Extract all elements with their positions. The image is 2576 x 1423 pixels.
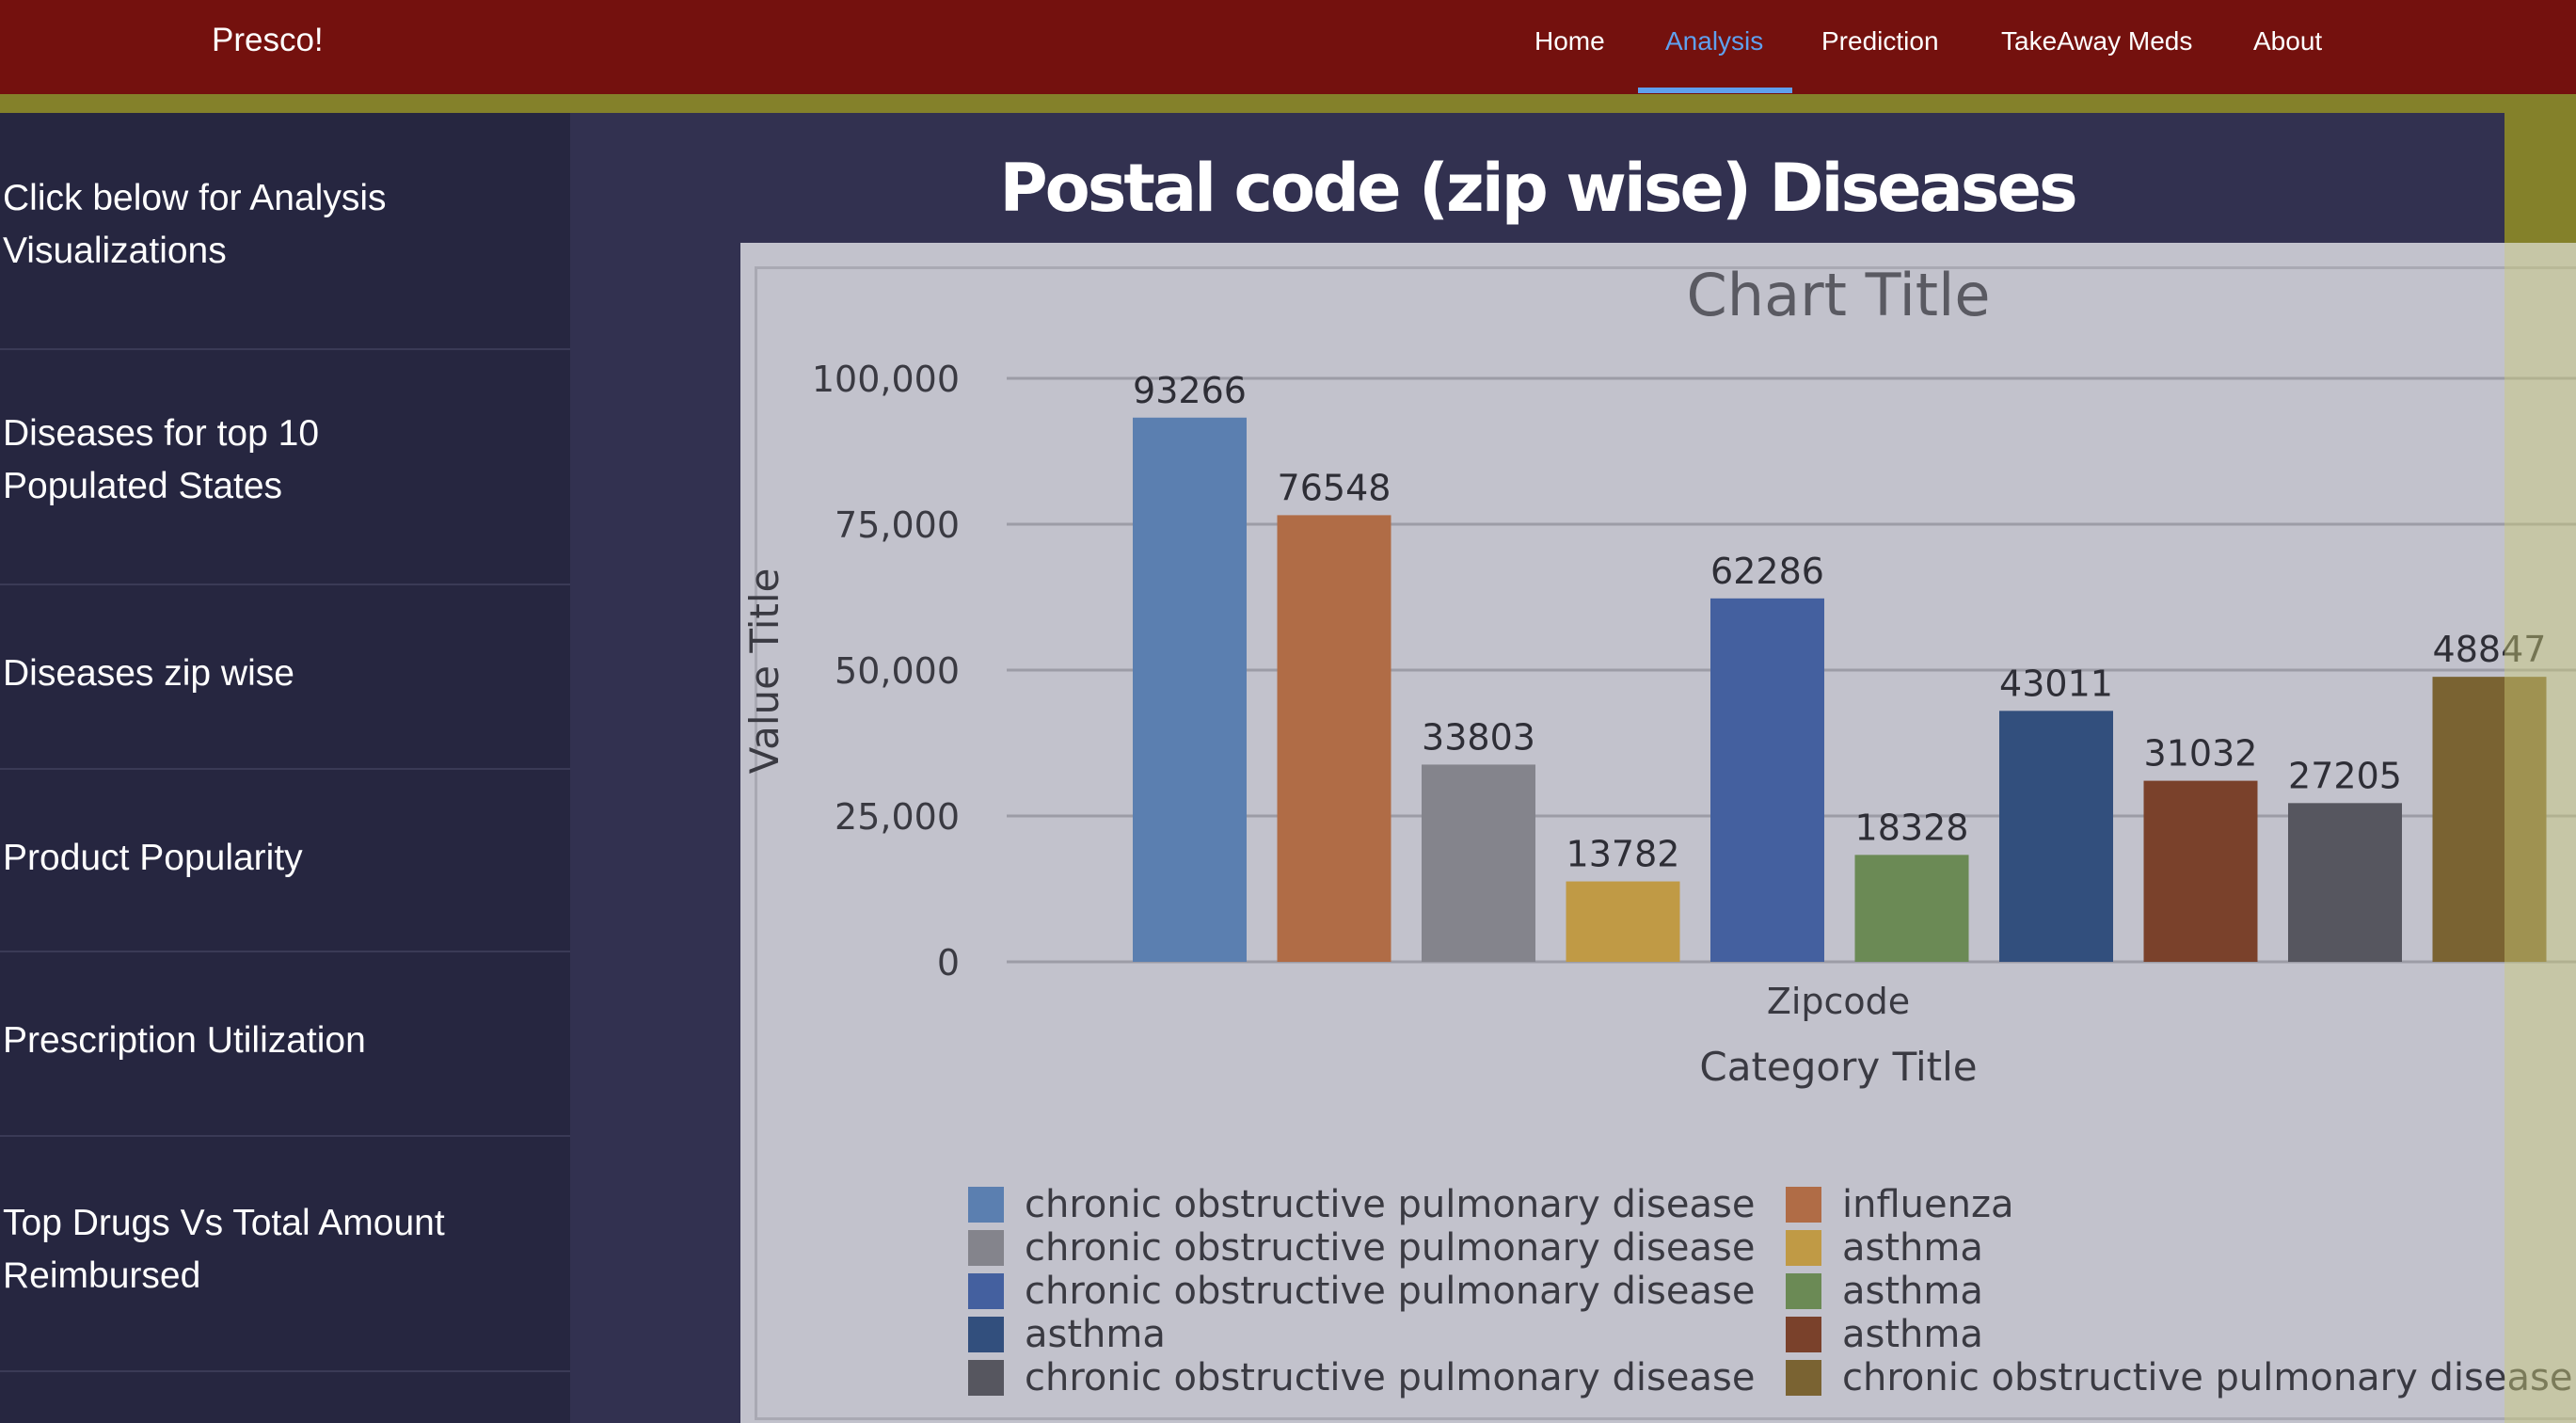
top-navbar: Presco! Home Analysis Prediction TakeAwa… [0,0,2576,94]
x-axis-title: Category Title [1699,1044,1977,1090]
sidebar: Click below for Analysis Visualizations … [0,113,570,1423]
bar [1422,764,1535,962]
bar [1133,417,1247,962]
nav-about[interactable]: About [2253,26,2323,56]
chart-panel [740,243,2576,1423]
data-label: 48847 [2433,629,2547,670]
legend-label: asthma [1025,1313,1166,1356]
nav-analysis[interactable]: Analysis [1665,26,1764,56]
right-overlay-strip [2504,243,2576,1423]
sidebar-item-product-popularity[interactable]: Product Popularity [0,770,570,952]
chart-frame [755,266,2576,1420]
data-label: 18328 [1855,807,1969,848]
page-title: Postal code (zip wise) Diseases [999,150,2077,227]
bar [1277,515,1391,962]
legend-swatch [968,1230,1004,1266]
sidebar-item-label: Populated States [3,466,283,506]
sidebar-heading-line-1: Click below for Analysis [3,178,387,218]
bar-chart: Chart Title 0 25,000 50,000 75,000 100,000 9… [741,261,2576,1399]
legend-swatch [968,1273,1004,1309]
legend-label: asthma [1842,1270,1983,1313]
sidebar-item-label: Product Popularity [3,838,303,878]
legend-label: chronic obstructive pulmonary disease [1025,1183,1755,1226]
legend-label: influenza [1842,1183,2013,1226]
y-tick-label: 50,000 [835,650,960,692]
sidebar-item-label: Top Drugs Vs Total Amount [3,1203,445,1243]
legend-swatch [968,1317,1004,1352]
legend-swatch [968,1187,1004,1223]
y-tick-label: 75,000 [835,504,960,546]
data-label: 93266 [1133,370,1247,411]
legend-label: chronic obstructive pulmonary disease [1025,1226,1755,1270]
data-label: 62286 [1710,551,1824,592]
sidebar-item-diseases-zip-wise[interactable]: Diseases zip wise [0,585,570,770]
legend-swatch [1786,1273,1821,1309]
y-tick-label: 100,000 [812,359,960,400]
sidebar-item-top-drugs-reimbursed[interactable]: Top Drugs Vs Total Amount Reimbursed [0,1137,570,1372]
legend-swatch [1786,1187,1821,1223]
legend-label: chronic obstructive pulmonary disease [1025,1356,1755,1399]
legend-swatch [1786,1360,1821,1396]
active-tab-indicator [1638,88,1792,93]
brand-logo[interactable]: Presco! [212,22,324,58]
sidebar-item-label: Prescription Utilization [3,1020,366,1061]
sidebar-item-label: Reimbursed [3,1255,201,1296]
bar [1999,711,2113,962]
y-tick-label: 25,000 [835,796,960,838]
nav-takeaway-meds[interactable]: TakeAway Meds [2001,26,2193,56]
data-label: 31032 [2144,733,2258,775]
sidebar-item-prescription-utilization[interactable]: Prescription Utilization [0,952,570,1137]
bar [2143,780,2258,962]
y-axis-title: Value Title [741,568,787,775]
nav-home[interactable]: Home [1534,26,1605,56]
y-tick-label: 0 [937,942,960,983]
bar [2288,803,2402,962]
data-label: 33803 [1422,716,1535,758]
bar [1710,598,1824,962]
sidebar-item-diseases-top-states[interactable]: Diseases for top 10 Populated States [0,350,570,585]
x-group-label: Zipcode [1767,981,1910,1022]
legend-label: asthma [1842,1226,1983,1270]
data-label: 43011 [1999,663,2113,704]
legend-label: asthma [1842,1313,1983,1356]
legend-label: chronic obstructive pulmonary disease [1025,1270,1755,1313]
sidebar-heading-line-2: Visualizations [3,231,227,271]
legend-label: chronic obstructive pulmonary disease [1842,1356,2572,1399]
sidebar-item-label: Diseases for top 10 [3,413,320,454]
legend-swatch [1786,1230,1821,1266]
nav-prediction[interactable]: Prediction [1821,26,1939,56]
data-label: 27205 [2288,755,2402,796]
bar [1854,855,1969,962]
data-label: 76548 [1278,467,1391,508]
legend-swatch [1786,1317,1821,1352]
chart-title: Chart Title [1687,261,1991,329]
data-label: 13782 [1566,834,1680,875]
header-accent-bar [0,94,2576,113]
sidebar-item-label: Diseases zip wise [3,653,294,694]
legend-swatch [968,1360,1004,1396]
bar [1566,881,1680,962]
sidebar-heading: Click below for Analysis Visualizations [0,113,570,350]
bar [2432,677,2547,962]
